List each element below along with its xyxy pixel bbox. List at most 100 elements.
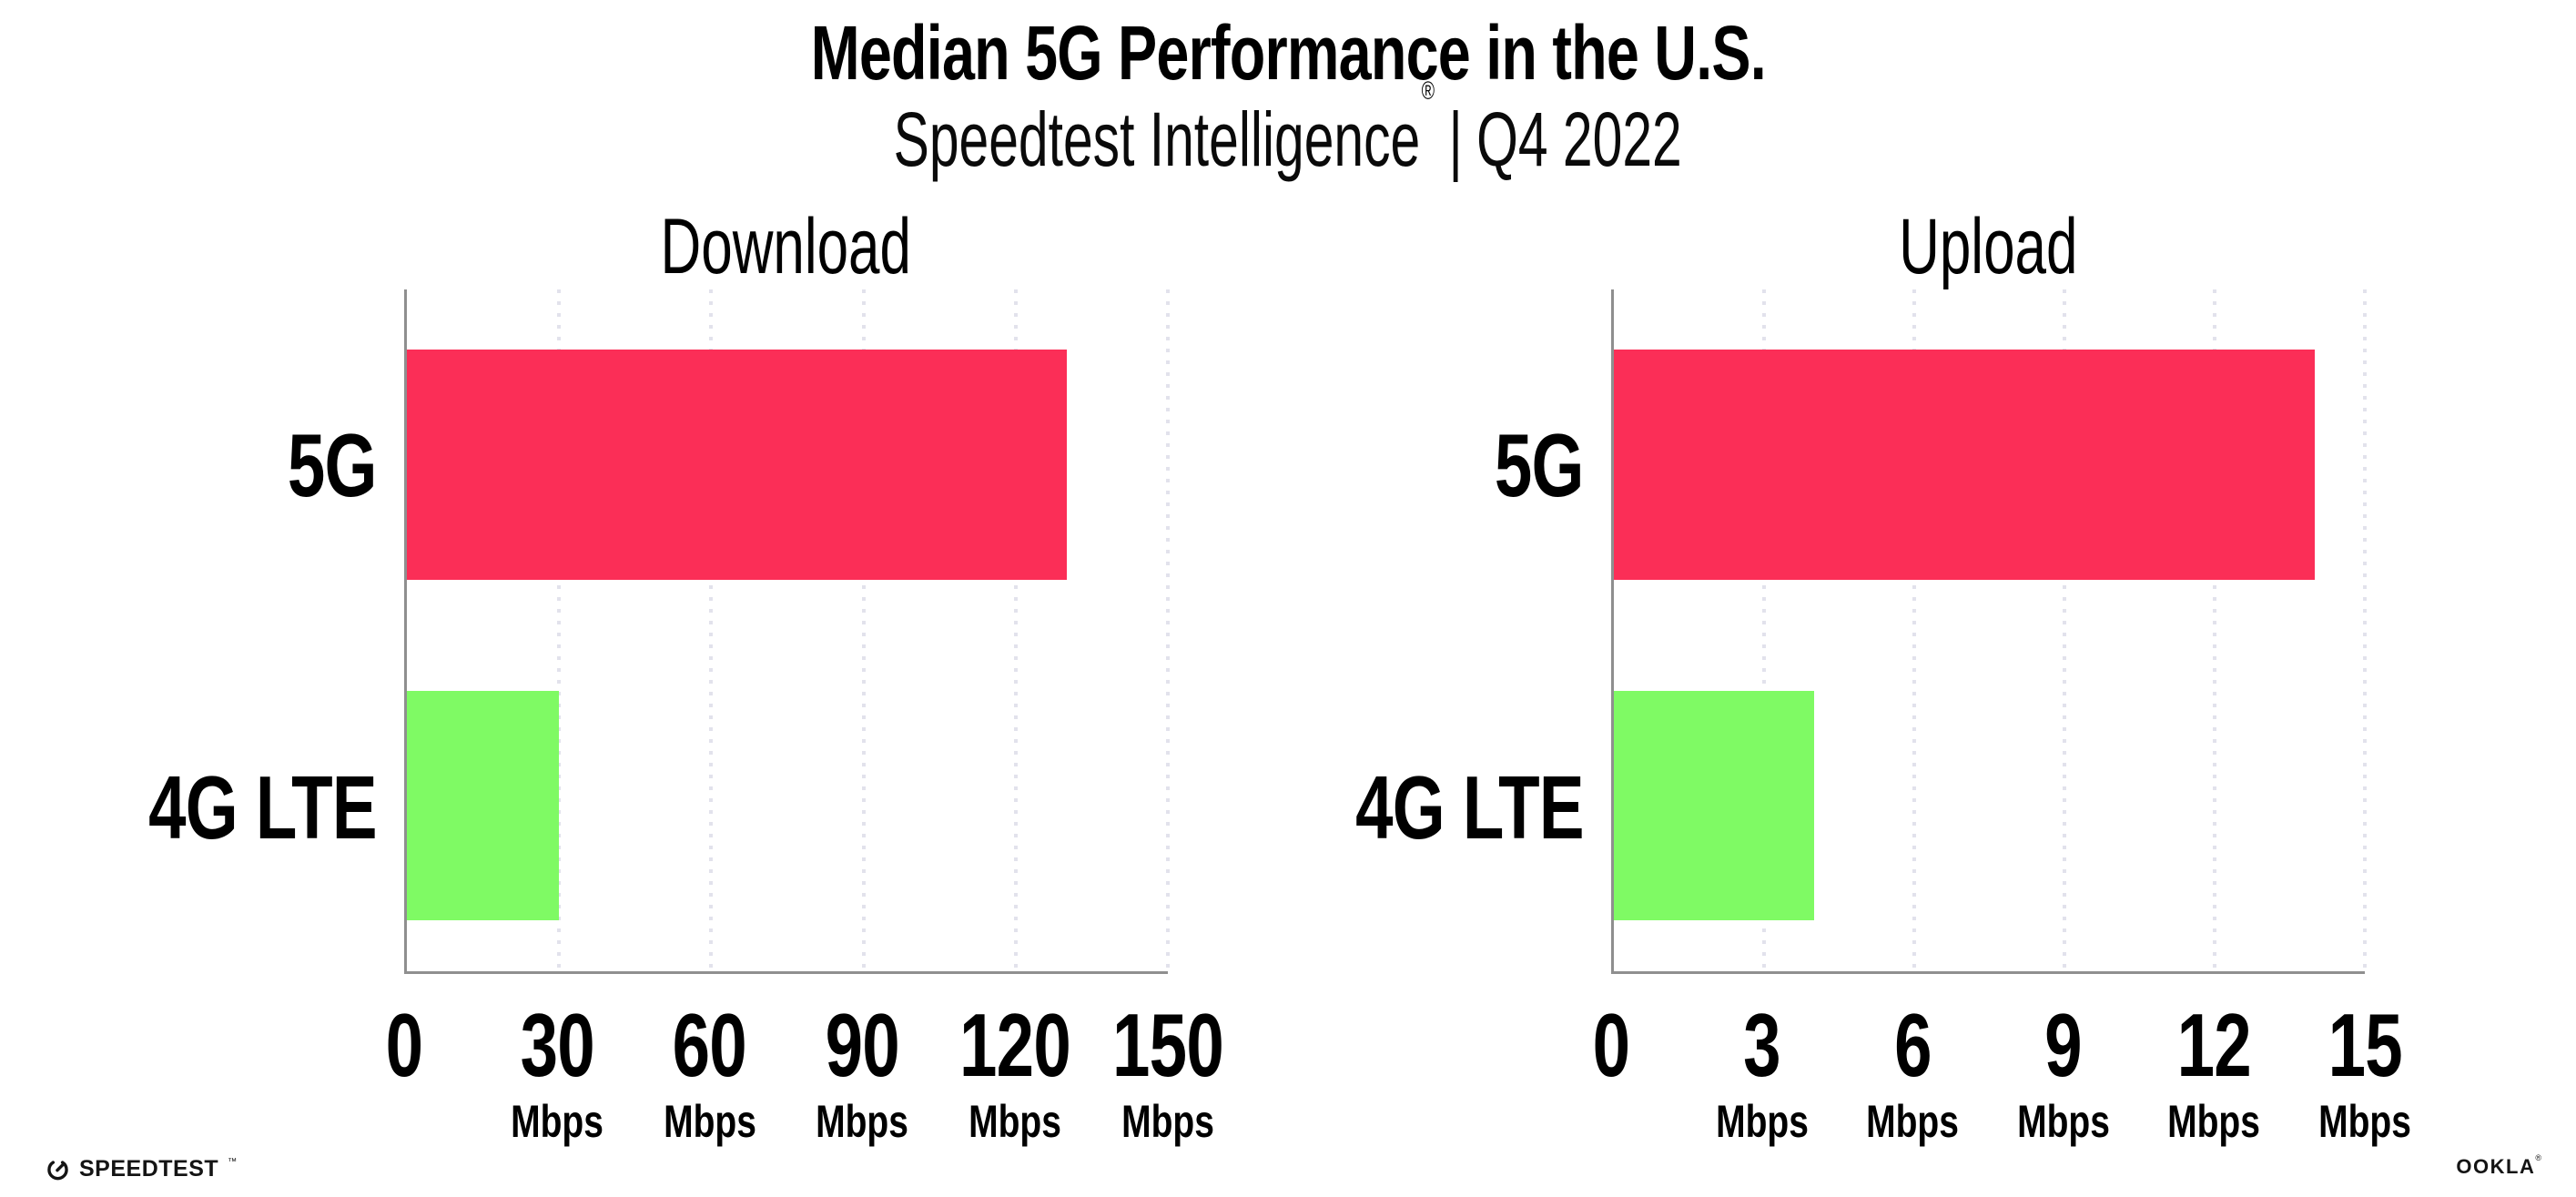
- x-tick-3: 3 Mbps: [1702, 1000, 1821, 1144]
- download-chart: Download 5G 4G LTE 0 30 Mbps 60 Mbps 90 Mbps 120…: [148, 208, 1223, 1144]
- x-tick-value: 90: [814, 1000, 911, 1090]
- x-tick-unit-text: Mbps: [510, 1096, 603, 1147]
- x-tick-unit: Mbps: [2155, 1099, 2274, 1144]
- x-tick-unit-text: Mbps: [1121, 1096, 1214, 1147]
- subtitle-separator: |: [1448, 96, 1464, 182]
- x-tick-unit-text: Mbps: [816, 1096, 909, 1147]
- x-tick-value-text: 60: [672, 995, 747, 1095]
- x-tick-120: 120 Mbps: [942, 1000, 1089, 1144]
- x-tick-unit-text: Mbps: [1715, 1096, 1809, 1147]
- x-tick-value-text: 6: [1893, 995, 1932, 1095]
- gridline-15-mbps: [2363, 289, 2367, 971]
- category-label-text: 4G LTE: [1355, 757, 1584, 858]
- category-label-5g: 5G: [1466, 415, 1585, 516]
- x-tick-unit: Mbps: [2306, 1099, 2425, 1144]
- download-plot-area: [404, 289, 1170, 974]
- speedtest-logo-text: SPEEDTEST: [79, 1156, 219, 1182]
- x-tick-unit: Mbps: [1109, 1099, 1228, 1144]
- gridline-12-mbps: [2213, 289, 2216, 971]
- x-tick-value-text: 90: [825, 995, 900, 1095]
- x-tick-unit-text: Mbps: [2318, 1096, 2411, 1147]
- x-tick-value-text: 0: [385, 995, 423, 1095]
- registered-mark: ®: [1421, 76, 1435, 105]
- x-tick-60: 60 Mbps: [650, 1000, 769, 1144]
- page-subtitle: Speedtest Intelligence®| Q4 2022: [0, 78, 2576, 178]
- gridline-6-mbps: [1912, 289, 1916, 971]
- x-tick-unit: Mbps: [1853, 1099, 1973, 1144]
- gridline-150-mbps: [1166, 289, 1170, 971]
- subtitle-brand: Speedtest Intelligence: [893, 96, 1421, 182]
- x-tick-6: 6 Mbps: [1853, 1000, 1973, 1144]
- download-bar-5g: [407, 350, 1067, 580]
- download-bar-4g-lte: [407, 690, 560, 921]
- upload-chart-title: Upload: [1898, 203, 2078, 290]
- x-tick-value: 15: [2316, 1000, 2413, 1090]
- x-tick-value-text: 15: [2328, 995, 2402, 1095]
- page-subtitle-text: Speedtest Intelligence®| Q4 2022: [894, 78, 1682, 178]
- x-tick-value: 12: [2165, 1000, 2263, 1090]
- gridline-60-mbps: [709, 289, 714, 971]
- x-tick-value: 6: [1888, 1000, 1937, 1090]
- upload-bar-4g-lte: [1614, 690, 1814, 921]
- category-label-4g-lte: 4G LTE: [76, 763, 377, 852]
- x-tick-value-text: 9: [2044, 995, 2083, 1095]
- x-tick-30: 30 Mbps: [498, 1000, 617, 1144]
- speedtest-logo: SPEEDTEST ™: [46, 1156, 237, 1182]
- subtitle-period: Q4 2022: [1476, 96, 1683, 182]
- x-tick-value: 9: [2039, 1000, 2088, 1090]
- x-tick-value: 120: [942, 1000, 1089, 1090]
- page-title: Median 5G Performance in the U.S.: [0, 15, 2576, 91]
- gridline-90-mbps: [861, 289, 866, 971]
- x-tick-12: 12 Mbps: [2155, 1000, 2274, 1144]
- x-tick-value: 0: [1587, 1000, 1636, 1090]
- upload-bar-5g: [1614, 350, 2315, 580]
- x-tick-value: 60: [661, 1000, 758, 1090]
- speedtest-gauge-icon: [47, 1159, 68, 1181]
- page-title-text: Median 5G Performance in the U.S.: [810, 10, 1766, 96]
- category-label-text: 5G: [288, 415, 378, 516]
- x-tick-90: 90 Mbps: [803, 1000, 922, 1144]
- x-tick-9: 9 Mbps: [2004, 1000, 2124, 1144]
- gridline-120-mbps: [1013, 289, 1018, 971]
- x-tick-0: 0: [1587, 1000, 1636, 1144]
- x-tick-value-text: 150: [1112, 995, 1224, 1095]
- x-tick-unit: Mbps: [498, 1099, 617, 1144]
- ookla-logo: OOKLA ®: [2456, 1153, 2541, 1179]
- upload-plot-area: [1611, 289, 2367, 974]
- x-tick-value-text: 30: [520, 995, 594, 1095]
- category-label-5g: 5G: [259, 415, 378, 516]
- upload-chart: Upload 5G 4G LTE 0 3 Mbps 6 Mbps 9 Mbps 12 Mbps 15…: [1355, 208, 2411, 1144]
- x-tick-unit: Mbps: [956, 1099, 1075, 1144]
- ookla-registered-mark: ®: [2535, 1153, 2541, 1162]
- download-chart-title: Download: [660, 203, 912, 290]
- x-tick-unit-text: Mbps: [1866, 1096, 1960, 1147]
- x-tick-unit-text: Mbps: [663, 1096, 756, 1147]
- x-tick-value-text: 0: [1592, 995, 1630, 1095]
- x-tick-value-text: 12: [2176, 995, 2252, 1095]
- speedtest-trademark: ™: [228, 1157, 238, 1167]
- x-tick-value: 150: [1095, 1000, 1242, 1090]
- x-tick-value-text: 3: [1743, 995, 1780, 1095]
- x-tick-value: 30: [508, 1000, 605, 1090]
- category-label-text: 4G LTE: [148, 757, 377, 858]
- x-tick-unit-text: Mbps: [2016, 1096, 2110, 1147]
- x-tick-150: 150 Mbps: [1095, 1000, 1242, 1144]
- ookla-logo-text: OOKLA: [2456, 1155, 2536, 1178]
- x-tick-unit: Mbps: [2004, 1099, 2124, 1144]
- x-tick-unit-text: Mbps: [969, 1096, 1062, 1147]
- gridline-30-mbps: [557, 289, 562, 971]
- x-tick-unit: Mbps: [803, 1099, 922, 1144]
- x-tick-value-text: 120: [959, 995, 1071, 1095]
- category-label-4g-lte: 4G LTE: [1283, 763, 1584, 852]
- gridline-9-mbps: [2063, 289, 2066, 971]
- x-tick-unit: Mbps: [1702, 1099, 1821, 1144]
- x-tick-value: 0: [380, 1000, 429, 1090]
- x-tick-value: 3: [1738, 1000, 1787, 1090]
- gridline-3-mbps: [1762, 289, 1766, 971]
- x-tick-unit-text: Mbps: [2167, 1096, 2261, 1147]
- x-tick-0: 0: [380, 1000, 429, 1144]
- x-tick-unit: Mbps: [650, 1099, 769, 1144]
- x-tick-15: 15 Mbps: [2306, 1000, 2425, 1144]
- category-label-text: 5G: [1495, 415, 1585, 516]
